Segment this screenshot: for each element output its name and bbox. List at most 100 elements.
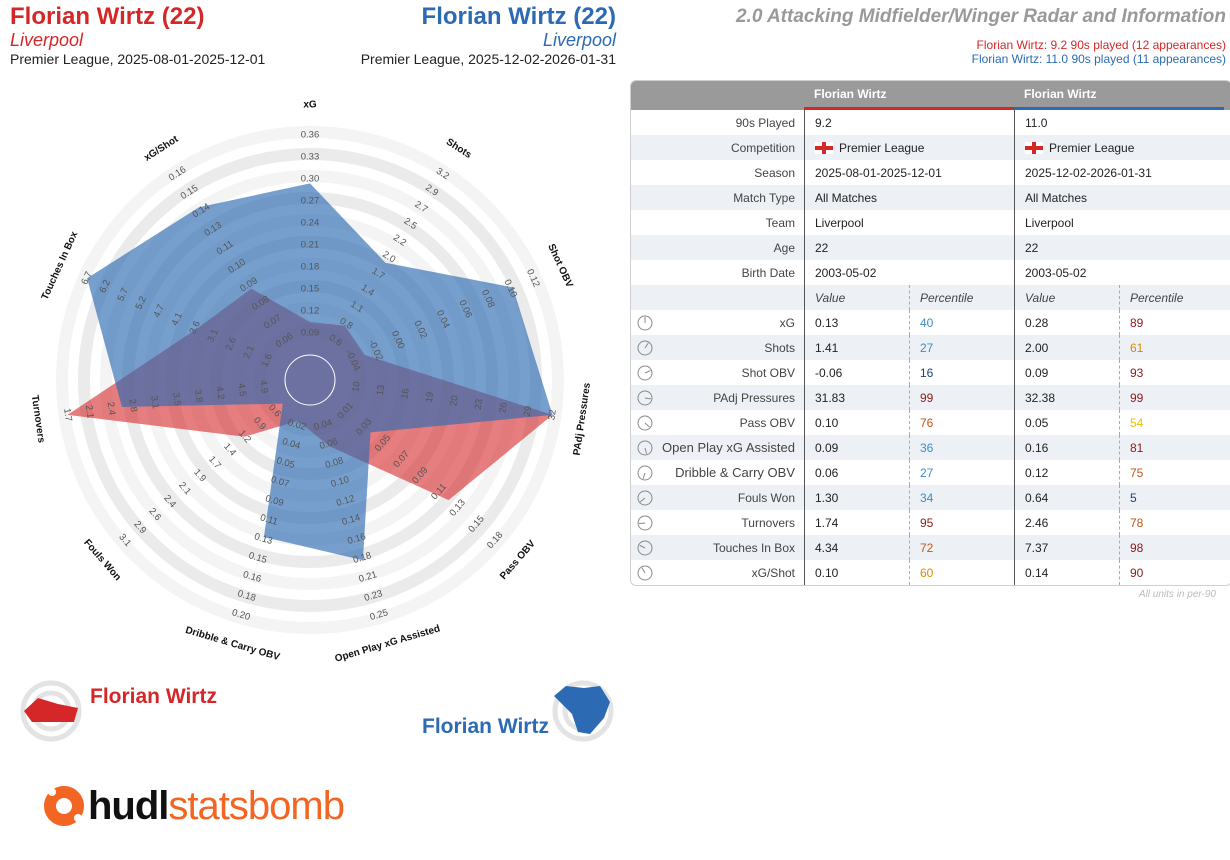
row-value-a: 2025-08-01-2025-12-01 — [815, 165, 942, 180]
radar-axis-label: xG/Shot — [142, 133, 181, 163]
row-value-b: Liverpool — [1025, 215, 1074, 230]
stat-row: Shots 1.41 27 2.00 61 — [631, 335, 1230, 360]
stat-percentile-b: 78 — [1119, 510, 1224, 535]
stat-row: PAdj Pressures 31.83 99 32.38 99 — [631, 385, 1230, 410]
row-value-b: 2025-12-02-2026-01-31 — [1025, 165, 1152, 180]
table-row: Match Type All Matches All Matches — [631, 185, 1230, 210]
logo-text-statsbomb: statsbomb — [168, 783, 345, 828]
row-value-a: 22 — [815, 240, 829, 255]
stat-row: Shot OBV -0.06 16 0.09 93 — [631, 360, 1230, 385]
stat-value-b: 0.14 — [1014, 560, 1119, 585]
radar-tick-label: 5.2 — [133, 295, 148, 312]
stat-value-a: 0.10 — [804, 410, 909, 435]
legend-blue-name: Florian Wirtz — [422, 715, 549, 738]
table-header-player-a: Florian Wirtz — [804, 81, 1014, 110]
row-label: Age — [773, 240, 795, 255]
radar-tick-label: 0.15 — [247, 550, 268, 566]
radar-tick-label: 20 — [448, 395, 460, 407]
stat-percentile-b: 89 — [1119, 310, 1224, 335]
radar-tick-label: 0.09 — [301, 328, 320, 339]
radar-tick-label: 2.1 — [83, 404, 96, 419]
stat-value-a: 4.34 — [804, 535, 909, 560]
stat-axis-icon — [631, 335, 659, 360]
stat-axis-icon — [631, 310, 659, 335]
table-header-row: Florian Wirtz Florian Wirtz — [631, 81, 1230, 110]
row-value-b: 11.0 — [1025, 115, 1048, 130]
stat-axis-icon — [631, 485, 659, 510]
radar-series-blue — [87, 183, 553, 561]
radar-tick-label: 16 — [399, 388, 411, 400]
radar-tick-label: 0.18 — [301, 262, 320, 273]
stat-percentile-b: 99 — [1119, 385, 1224, 410]
stat-percentile-b: 61 — [1119, 335, 1224, 360]
radar-tick-label: 0.30 — [301, 174, 320, 185]
stat-axis-icon — [631, 460, 659, 485]
subheader-percentile-b: Percentile — [1119, 285, 1224, 310]
subheader-percentile-a: Percentile — [909, 285, 1014, 310]
radar-tick-label: 2.4 — [105, 401, 118, 416]
stat-label: Shot OBV — [741, 365, 795, 380]
stat-label: Open Play xG Assisted — [662, 440, 795, 455]
radar-tick-label: 29 — [522, 405, 534, 417]
radar-tick-label: 3.5 — [170, 392, 183, 407]
stat-percentile-b: 90 — [1119, 560, 1224, 585]
subtitle-blue-player: Florian Wirtz: 11.0 90s played (11 appea… — [971, 52, 1226, 66]
stat-value-b: 0.64 — [1014, 485, 1119, 510]
radar-tick-label: 0.11 — [259, 512, 279, 528]
row-value-b: Premier League — [1049, 140, 1135, 155]
stat-percentile-a: 36 — [909, 435, 1014, 460]
row-label: Team — [765, 215, 795, 230]
stat-value-a: 0.10 — [804, 560, 909, 585]
row-value-a: All Matches — [815, 190, 878, 205]
stat-value-b: 7.37 — [1014, 535, 1119, 560]
row-value-a: 2003-05-02 — [815, 265, 877, 280]
radar-tick-label: 0.24 — [301, 218, 320, 229]
table-row: Birth Date 2003-05-02 2003-05-02 — [631, 260, 1230, 285]
radar-axis-label: Shot OBV — [545, 242, 574, 289]
row-label: Competition — [730, 140, 795, 155]
radar-tick-label: 6.2 — [97, 278, 112, 295]
right-player-competition: Premier League, 2025-12-02-2026-01-31 — [360, 51, 616, 67]
row-value-b: All Matches — [1025, 190, 1088, 205]
stat-value-b: 0.16 — [1014, 435, 1119, 460]
radar-tick-label: 4.7 — [151, 303, 166, 320]
left-player-competition: Premier League, 2025-08-01-2025-12-01 — [10, 51, 266, 67]
radar-tick-label: 1.6 — [259, 352, 274, 369]
radar-axis-label: Turnovers — [29, 394, 47, 444]
stat-axis-icon — [631, 560, 659, 585]
stat-axis-icon — [631, 385, 659, 410]
radar-title: 2.0 Attacking Midfielder/Winger Radar an… — [735, 6, 1226, 27]
radar-tick-label: 0.12 — [301, 306, 320, 317]
radar-tick-label: 0.20 — [231, 607, 252, 623]
stat-label: Shots — [764, 340, 795, 355]
stat-value-b: 2.46 — [1014, 510, 1119, 535]
stat-label: Dribble & Carry OBV — [675, 465, 795, 480]
radar-tick-label: 0.16 — [346, 531, 367, 547]
radar-tick-label: 0.27 — [301, 196, 320, 207]
radar-tick-label: 0.09 — [264, 493, 285, 509]
stat-row: Fouls Won 1.30 34 0.64 5 — [631, 485, 1230, 510]
row-value-a: 9.2 — [815, 115, 832, 130]
subtitle-red-player: Florian Wirtz: 9.2 90s played (12 appear… — [976, 38, 1226, 52]
subheader-value-b: Value — [1014, 285, 1119, 310]
stat-value-b: 0.05 — [1014, 410, 1119, 435]
stat-label: xG — [779, 315, 795, 330]
radar-tick-label: 5.7 — [115, 286, 130, 303]
radar-tick-label: 0.10 — [330, 474, 351, 490]
stat-value-b: 32.38 — [1014, 385, 1119, 410]
radar-tick-label: 0.18 — [236, 588, 257, 604]
right-player-name: Florian Wirtz (22) — [421, 3, 616, 30]
table-row: Age 22 22 — [631, 235, 1230, 260]
left-player-header: Florian Wirtz (22) Liverpool Premier Lea… — [10, 4, 265, 68]
radar-tick-label: 0.23 — [363, 588, 384, 604]
row-value-a: Premier League — [839, 140, 925, 155]
stat-value-a: 31.83 — [804, 385, 909, 410]
stat-value-b: 0.09 — [1014, 360, 1119, 385]
stat-percentile-a: 27 — [909, 460, 1014, 485]
stat-percentile-b: 93 — [1119, 360, 1224, 385]
subheader-value-a: Value — [804, 285, 909, 310]
left-player-team: Liverpool — [10, 30, 84, 50]
statsbomb-logo-icon — [44, 786, 84, 826]
radar-tick-label: 0.04 — [281, 436, 302, 452]
radar-tick-label: 2.8 — [126, 398, 139, 413]
